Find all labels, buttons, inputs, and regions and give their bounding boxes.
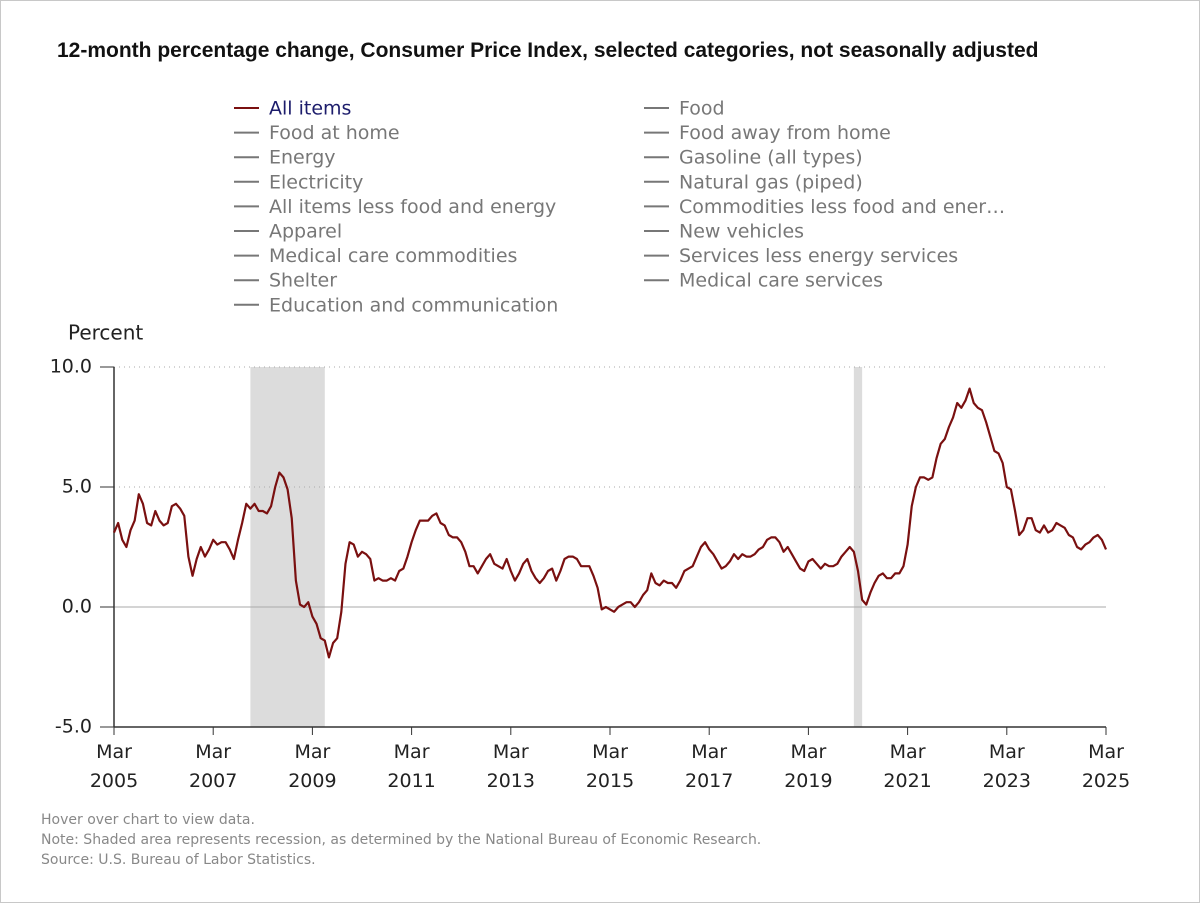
- footnote: Source: U.S. Bureau of Labor Statistics.: [41, 852, 316, 868]
- x-tick-label: Mar 2009: [288, 741, 337, 792]
- legend-label: Services less energy services: [679, 245, 958, 267]
- legend-label: Medical care services: [679, 270, 883, 292]
- recession-band: [250, 367, 325, 727]
- legend-label: Shelter: [269, 270, 337, 292]
- y-tick-label: -5.0: [55, 716, 92, 738]
- legend-label: Medical care commodities: [269, 245, 517, 267]
- y-axis-label: Percent: [68, 321, 143, 345]
- legend-label: New vehicles: [679, 221, 804, 243]
- chart-title: 12-month percentage change, Consumer Pri…: [57, 39, 1039, 62]
- x-tick-label: Mar 2025: [1081, 741, 1131, 792]
- x-tick-label: Mar 2013: [486, 741, 535, 792]
- x-tick-label: Mar 2017: [685, 741, 734, 792]
- x-tick-label: Mar 2005: [89, 741, 139, 792]
- data-line: [112, 387, 1108, 659]
- recession-band: [853, 367, 863, 727]
- y-tick-label: 10.0: [50, 356, 92, 378]
- x-tick-label: Mar 2007: [189, 741, 238, 792]
- legend-label: Education and communication: [269, 294, 558, 316]
- legend-label: Natural gas (piped): [679, 171, 863, 193]
- x-tick-label: Mar 2023: [982, 741, 1031, 792]
- legend-label: Commodities less food and ener…: [679, 196, 1005, 218]
- legend-label: Apparel: [269, 221, 342, 243]
- legend-label: Gasoline (all types): [679, 147, 863, 169]
- footnote: Hover over chart to view data.: [41, 812, 255, 828]
- y-tick-label: 5.0: [62, 476, 92, 498]
- legend-label: All items: [269, 98, 351, 120]
- y-tick-label: 0.0: [62, 596, 92, 618]
- legend-label: All items less food and energy: [269, 196, 556, 218]
- legend-label: Food away from home: [679, 122, 891, 144]
- legend-label: Food: [679, 98, 725, 120]
- legend-label: Energy: [269, 147, 336, 169]
- legend-label: Electricity: [269, 171, 363, 193]
- legend-label: Food at home: [269, 122, 400, 144]
- x-tick-label: Mar 2021: [883, 741, 932, 792]
- footnote: Note: Shaded area represents recession, …: [41, 832, 762, 848]
- x-tick-label: Mar 2019: [784, 741, 833, 792]
- x-tick-label: Mar 2011: [387, 741, 436, 792]
- x-tick-label: Mar 2015: [585, 741, 635, 792]
